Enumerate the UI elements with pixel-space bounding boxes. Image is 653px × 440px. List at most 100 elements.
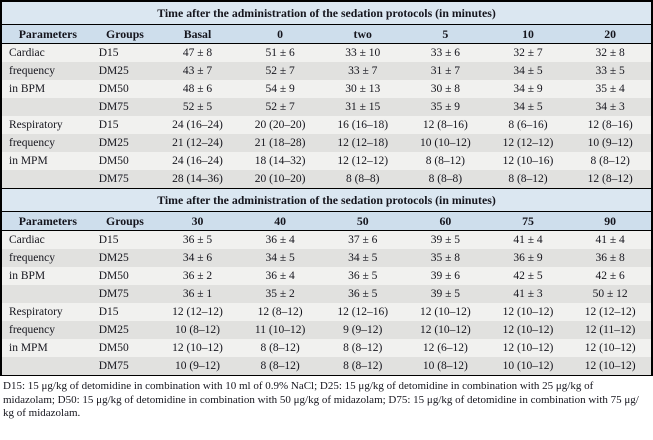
value-cell: 12 (12–12) [321,152,405,170]
group-cell: DM75 [93,285,157,303]
value-cell: 36 ± 5 [321,267,405,285]
column-header: 90 [569,211,652,231]
value-cell: 12 (6–12) [404,339,487,357]
value-cell: 12 (10–12) [404,321,487,339]
value-cell: 34 ± 5 [238,249,322,267]
table-row: in MPM DM50 24 (16–24) 18 (14–32) 12 (12–12)… [1,152,652,170]
value-cell: 12 (10–12) [486,303,570,321]
value-cell: 10 (9–12) [156,357,239,376]
parameter-cell: in BPM [1,267,94,285]
value-cell: 12 (10–12) [486,321,570,339]
value-cell: 12 (12–16) [321,303,405,321]
value-cell: 12 (8–16) [569,116,652,134]
value-cell: 21 (12–24) [156,134,239,152]
value-cell: 34 ± 9 [486,80,570,98]
column-header: 60 [404,211,487,231]
parameter-cell [1,285,94,303]
table-title: Time after the administration of the sed… [1,189,652,212]
table-row: Respiratory D15 24 (16–24) 20 (20–20) 16 (16… [1,116,652,134]
value-cell: 35 ± 9 [404,98,487,116]
column-header: Parameters [1,24,94,44]
group-cell: DM50 [93,152,157,170]
value-cell: 51 ± 6 [238,43,322,62]
value-cell: 10 (9–12) [569,134,652,152]
value-cell: 20 (20–20) [238,116,322,134]
value-cell: 24 (16–24) [156,116,239,134]
value-cell: 8 (8–12) [321,339,405,357]
value-cell: 42 ± 5 [486,267,570,285]
value-cell: 10 (8–12) [156,321,239,339]
value-cell: 12 (8–12) [238,303,322,321]
table-row: DM75 36 ± 1 35 ± 2 36 ± 5 39 ± 5 41 ± 3 50 ± 1… [1,285,652,303]
value-cell: 12 (12–12) [486,134,570,152]
table-row: DM75 52 ± 5 52 ± 7 31 ± 15 35 ± 9 34 ± 5 34 ± … [1,98,652,116]
value-cell: 34 ± 5 [321,249,405,267]
value-cell: 12 (8–16) [404,116,487,134]
parameter-cell: Respiratory [1,303,94,321]
table-row: in BPM DM50 48 ± 6 54 ± 9 30 ± 13 30 ± 8 34 ± … [1,80,652,98]
value-cell: 34 ± 5 [486,98,570,116]
value-cell: 8 (8–8) [404,170,487,189]
value-cell: 47 ± 8 [156,43,239,62]
value-cell: 33 ± 5 [569,62,652,80]
data-table: Time after the administration of the sed… [0,0,653,189]
table-row: frequency DM25 21 (12–24) 21 (18–28) 12 (12–… [1,134,652,152]
group-cell: DM25 [93,249,157,267]
parameter-cell [1,170,94,189]
parameter-cell: in BPM [1,80,94,98]
value-cell: 20 (10–20) [238,170,322,189]
parameter-cell: Cardiac [1,230,94,249]
value-cell: 42 ± 6 [569,267,652,285]
value-cell: 12 (12–12) [569,303,652,321]
table-row: frequency DM25 10 (8–12) 11 (10–12) 9 (9–12)… [1,321,652,339]
value-cell: 31 ± 7 [404,62,487,80]
value-cell: 8 (8–12) [486,170,570,189]
group-cell: D15 [93,116,157,134]
parameter-cell: Cardiac [1,43,94,62]
group-cell: DM50 [93,80,157,98]
value-cell: 36 ± 4 [238,230,322,249]
value-cell: 30 ± 8 [404,80,487,98]
column-header: 5 [404,24,487,44]
value-cell: 41 ± 4 [569,230,652,249]
value-cell: 36 ± 4 [238,267,322,285]
value-cell: 50 ± 12 [569,285,652,303]
value-cell: 52 ± 7 [238,62,322,80]
table-row: frequency DM25 34 ± 6 34 ± 5 34 ± 5 35 ± 8 36 … [1,249,652,267]
value-cell: 39 ± 5 [404,285,487,303]
value-cell: 10 (10–12) [404,134,487,152]
group-cell: D15 [93,43,157,62]
value-cell: 18 (14–32) [238,152,322,170]
table-row: frequency DM25 43 ± 7 52 ± 7 33 ± 7 31 ± 7 34 … [1,62,652,80]
value-cell: 8 (8–12) [569,152,652,170]
value-cell: 8 (8–12) [238,339,322,357]
table-row: Cardiac D15 47 ± 8 51 ± 6 33 ± 10 33 ± 6 32 ± … [1,43,652,62]
group-cell: DM50 [93,267,157,285]
parameter-cell: in MPM [1,339,94,357]
value-cell: 12 (10–12) [156,339,239,357]
value-cell: 16 (16–18) [321,116,405,134]
value-cell: 36 ± 9 [486,249,570,267]
value-cell: 32 ± 8 [569,43,652,62]
value-cell: 39 ± 6 [404,267,487,285]
value-cell: 41 ± 4 [486,230,570,249]
value-cell: 35 ± 4 [569,80,652,98]
footnote-line: D15: 15 μg/kg of detomidine in combinati… [3,380,594,392]
value-cell: 52 ± 7 [238,98,322,116]
value-cell: 43 ± 7 [156,62,239,80]
value-cell: 36 ± 2 [156,267,239,285]
group-cell: DM25 [93,134,157,152]
column-header: Basal [156,24,239,44]
value-cell: 33 ± 10 [321,43,405,62]
table-row: Cardiac D15 36 ± 5 36 ± 4 37 ± 6 39 ± 5 41 ± 4… [1,230,652,249]
value-cell: 12 (10–12) [569,357,652,376]
value-cell: 12 (10–12) [486,339,570,357]
parameter-cell [1,98,94,116]
column-header: 10 [486,24,570,44]
value-cell: 32 ± 7 [486,43,570,62]
value-cell: 9 (9–12) [321,321,405,339]
value-cell: 36 ± 5 [321,285,405,303]
value-cell: 35 ± 8 [404,249,487,267]
table-title: Time after the administration of the sed… [1,1,652,25]
value-cell: 12 (8–12) [569,170,652,189]
